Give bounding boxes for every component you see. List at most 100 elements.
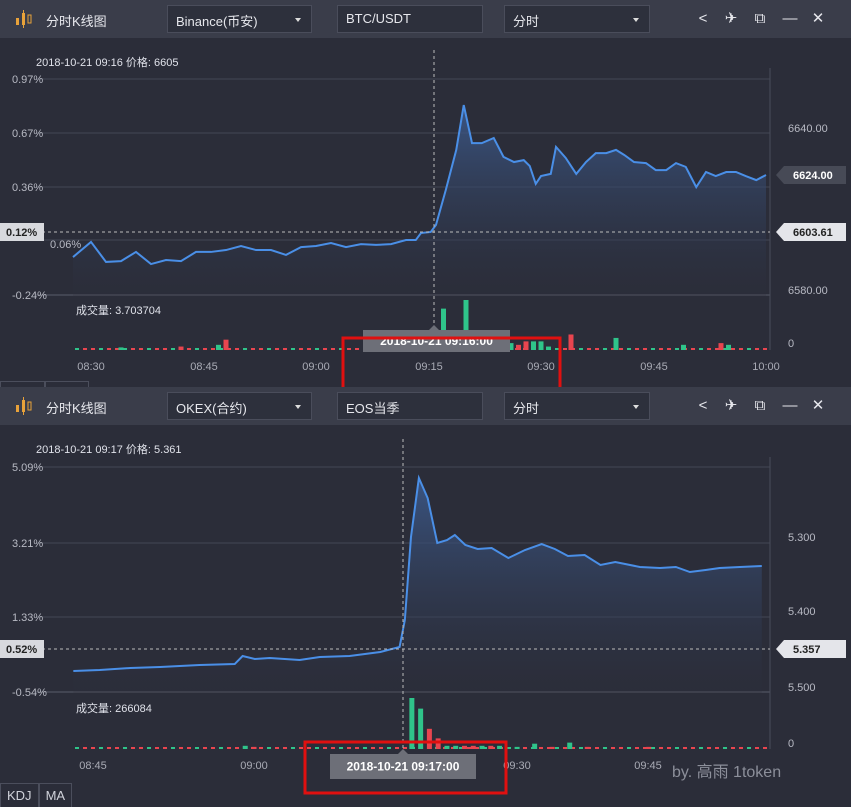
volume-bar-min (171, 348, 175, 350)
exchange-select[interactable]: OKEX(合约) (167, 392, 312, 420)
close-icon[interactable]: ✕ (811, 397, 825, 414)
volume-bar-min (275, 747, 279, 749)
volume-bar (470, 745, 476, 749)
volume-bar (453, 745, 459, 749)
volume-bar-min (587, 348, 591, 350)
volume-bar-min (739, 348, 743, 350)
chevron-down-icon (633, 18, 639, 22)
volume-bar-min (315, 747, 319, 749)
exchange-select[interactable]: Binance(币安) (167, 5, 312, 33)
interval-select[interactable]: 分时 (504, 392, 650, 420)
volume-bar-min (307, 747, 311, 749)
kline-panel-okex: 分时K线图 OKEX(合约) EOS当季 分时 < ✈ ⧉ — ✕ 2018-1… (0, 387, 851, 807)
volume-bar-min (83, 747, 87, 749)
volume-bar-min (747, 747, 751, 749)
volume-bar-min (619, 747, 623, 749)
popout-icon[interactable]: ⧉ (754, 10, 766, 27)
cross-percent-text: 0.12% (6, 227, 37, 239)
symbol-input[interactable]: BTC/USDT (337, 5, 483, 33)
percent-tick-label: 1.33% (12, 612, 43, 624)
cross-percent-badge (0, 640, 44, 658)
volume-bar-min (563, 747, 567, 749)
volume-bar-min (283, 348, 287, 350)
price-area (73, 105, 766, 300)
tooltip-arrow (398, 749, 408, 754)
volume-bar-min (331, 747, 335, 749)
volume-bar-min (555, 348, 559, 350)
volume-bar (223, 339, 229, 350)
interval-select[interactable]: 分时 (504, 5, 650, 33)
symbol-input[interactable]: EOS当季 (337, 392, 483, 420)
time-tick-label: 09:00 (240, 760, 268, 772)
volume-bar (418, 708, 424, 749)
tab-ma[interactable]: MA (38, 783, 73, 807)
volume-bar (426, 728, 432, 749)
pin-icon[interactable]: ✈ (724, 10, 738, 27)
volume-bar-min (667, 747, 671, 749)
volume-bar-min (627, 348, 631, 350)
tab-stub[interactable] (0, 381, 45, 390)
cross-price-badge-text: 5.357 (793, 644, 821, 656)
tooltip-arrow (429, 325, 439, 330)
volume-bar (461, 745, 467, 749)
price-chart[interactable]: 0.97% 0.67% 0.36% 0.06% -0.24% 0.12% 6640.00 65… (0, 0, 851, 387)
volume-bar-min (611, 747, 615, 749)
symbol-value: BTC/USDT (346, 11, 411, 26)
volume-bar-min (267, 348, 271, 350)
volume-bar-min (683, 747, 687, 749)
price-chart[interactable]: 5.09% 3.21% 1.33% -0.54% 0.52% 5.500 5.400 5.30… (0, 387, 851, 807)
volume-bar-min (83, 348, 87, 350)
volume-bar-min (195, 348, 199, 350)
share-icon[interactable]: < (698, 397, 708, 414)
minimize-icon[interactable]: — (782, 397, 798, 414)
tab-kdj[interactable]: KDJ (0, 783, 39, 807)
pin-icon[interactable]: ✈ (724, 397, 738, 414)
exchange-value: Binance(币安) (176, 14, 258, 29)
volume-bar (726, 344, 731, 350)
volume-bar (508, 343, 514, 350)
volume-bar-min (371, 747, 375, 749)
volume-bar-min (467, 747, 471, 749)
last-price-badge (776, 166, 846, 184)
volume-bar-min (147, 348, 151, 350)
time-tick-label: 09:15 (415, 361, 443, 373)
tab-stub[interactable] (45, 381, 89, 390)
volume-bar (488, 745, 494, 749)
volume-bar-min (235, 747, 239, 749)
volume-bar-min (659, 348, 663, 350)
volume-bar-min (627, 747, 631, 749)
volume-bar (441, 308, 446, 350)
symbol-value: EOS当季 (346, 401, 400, 416)
volume-bar (242, 745, 248, 749)
volume-bar-min (187, 747, 191, 749)
volume-bar-min (203, 747, 207, 749)
minimize-icon[interactable]: — (782, 10, 798, 27)
indicator-tabs-partial (0, 381, 89, 390)
price-tick-label: 5.300 (788, 532, 816, 544)
volume-bar-min (195, 747, 199, 749)
candlestick-logo-icon (16, 397, 32, 415)
chevron-down-icon (633, 405, 639, 409)
highlight-box (303, 740, 508, 795)
volume-label: 成交量: 266084 (76, 701, 152, 715)
volume-bar-min (275, 348, 279, 350)
volume-bar-min (643, 348, 647, 350)
close-icon[interactable]: ✕ (811, 10, 825, 27)
volume-bar-min (339, 348, 343, 350)
volume-bar (497, 745, 503, 749)
price-tick-label: 5.500 (788, 682, 816, 694)
volume-zero-label: 0 (788, 738, 794, 750)
volume-bar-min (291, 747, 295, 749)
panel-header: 分时K线图 OKEX(合约) EOS当季 分时 < ✈ ⧉ — ✕ (0, 387, 851, 425)
volume-bar-min (723, 348, 727, 350)
popout-icon[interactable]: ⧉ (754, 397, 766, 414)
volume-bar (567, 742, 573, 749)
cross-price-badge (776, 640, 846, 658)
volume-bar (531, 341, 536, 350)
percent-tick-label: 0.97% (12, 74, 43, 86)
volume-bar-min (107, 348, 111, 350)
volume-bar-min (675, 348, 679, 350)
volume-bar (681, 344, 686, 350)
share-icon[interactable]: < (698, 10, 708, 27)
crosshair-time-text: 2018-10-21 09:17:00 (347, 760, 460, 774)
